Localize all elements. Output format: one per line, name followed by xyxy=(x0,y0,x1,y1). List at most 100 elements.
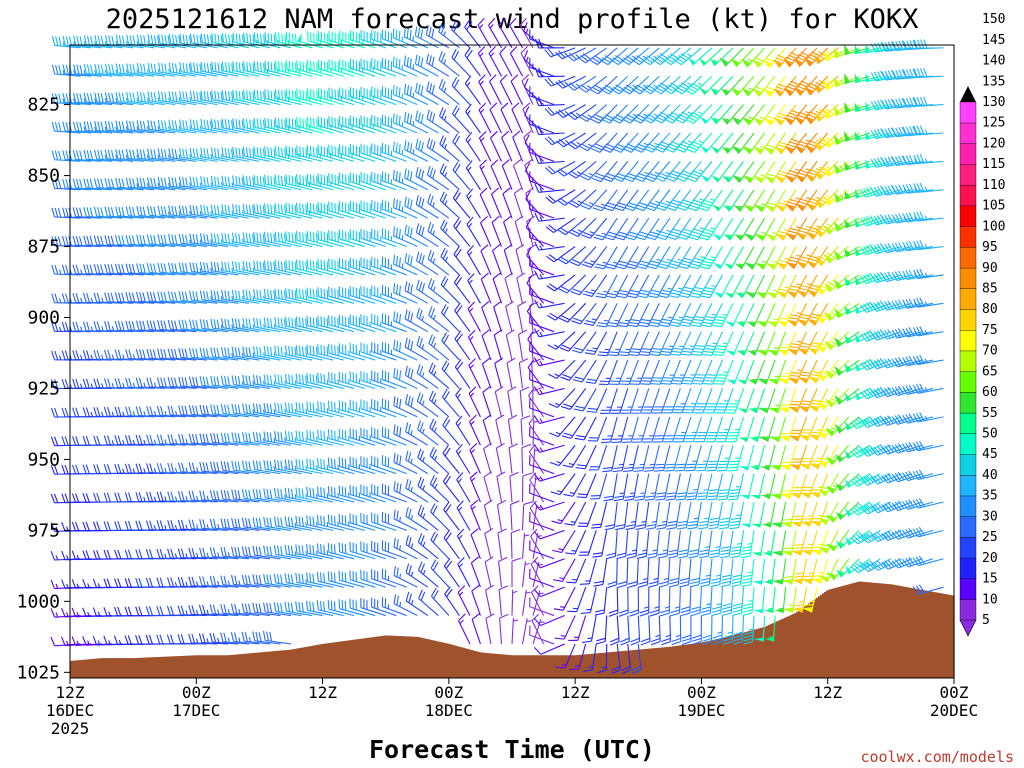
wind-barb xyxy=(156,434,186,446)
terrain-column xyxy=(868,582,871,678)
wind-barb xyxy=(188,605,218,617)
wind-barb xyxy=(231,289,260,304)
wind-barb xyxy=(263,402,292,418)
terrain-column xyxy=(246,653,249,678)
terrain-column xyxy=(456,646,459,678)
terrain-column xyxy=(408,636,411,678)
terrain-column xyxy=(458,646,461,678)
wind-barb xyxy=(284,601,313,617)
wind-barb xyxy=(371,200,397,219)
terrain-column xyxy=(916,589,919,678)
wind-barb xyxy=(178,290,207,304)
wind-barb xyxy=(295,316,323,333)
terrain-column xyxy=(490,653,493,678)
wind-barb xyxy=(568,615,587,641)
wind-barb xyxy=(700,132,723,154)
colorbar-swatch xyxy=(959,309,977,331)
wind-barb xyxy=(627,558,639,588)
wind-barb xyxy=(156,377,186,390)
wind-barb xyxy=(306,259,334,276)
terrain-column xyxy=(894,585,897,678)
wind-barb xyxy=(438,79,460,106)
wind-barb xyxy=(404,394,429,418)
colorbar-swatch xyxy=(959,122,977,144)
terrain-column xyxy=(914,588,917,678)
terrain-column xyxy=(244,653,247,678)
wind-barb xyxy=(417,420,439,446)
colorbar-swatch xyxy=(959,246,977,269)
wind-barb xyxy=(349,342,376,361)
terrain-column xyxy=(94,658,97,678)
wind-barb xyxy=(506,357,516,389)
wind-barb xyxy=(295,572,323,588)
terrain-column xyxy=(468,649,471,678)
wind-barb xyxy=(200,90,228,106)
wind-barb xyxy=(253,203,281,219)
terrain-column xyxy=(432,640,435,678)
wind-barb xyxy=(806,246,829,269)
terrain-column xyxy=(170,656,173,678)
wind-barb xyxy=(253,232,281,248)
terrain-column xyxy=(360,638,363,678)
wind-barb xyxy=(252,431,281,446)
terrain-column xyxy=(638,649,641,678)
terrain-column xyxy=(660,647,663,678)
terrain-column xyxy=(330,642,333,678)
terrain-column xyxy=(488,653,491,678)
terrain-column xyxy=(872,582,875,678)
wind-barb xyxy=(526,303,545,333)
wind-barb xyxy=(601,132,629,153)
wind-barb xyxy=(670,587,681,617)
wind-barb xyxy=(444,586,460,616)
wind-barb xyxy=(104,206,134,219)
colorbar-tick-label: 90 xyxy=(982,261,998,276)
colorbar-tick-label: 80 xyxy=(982,302,998,317)
wind-barb xyxy=(671,615,682,646)
terrain-column xyxy=(168,656,171,678)
wind-barb xyxy=(199,261,228,276)
terrain-column xyxy=(498,654,501,678)
wind-barb xyxy=(665,473,681,501)
wind-barb xyxy=(692,359,713,385)
wind-barb xyxy=(804,75,829,96)
terrain-column xyxy=(826,590,829,678)
terrain-column xyxy=(798,610,801,678)
wind-barb xyxy=(534,183,565,193)
terrain-column xyxy=(260,652,263,678)
wind-barb xyxy=(317,144,344,162)
wind-barb xyxy=(453,274,471,304)
wind-barb xyxy=(489,102,502,134)
wind-barb xyxy=(198,576,228,588)
wind-barb xyxy=(589,75,618,95)
terrain-column xyxy=(762,627,765,678)
terrain-column xyxy=(726,636,729,678)
colorbar-tick-label: 60 xyxy=(982,385,998,400)
terrain-column xyxy=(386,635,389,678)
terrain-column xyxy=(672,646,675,678)
terrain-column xyxy=(316,644,319,678)
terrain-column xyxy=(560,655,563,678)
wind-barb xyxy=(157,148,186,162)
wind-barb xyxy=(125,263,155,276)
terrain-column xyxy=(348,640,351,678)
terrain-column xyxy=(946,594,949,678)
wind-barb xyxy=(693,388,713,414)
wind-barb xyxy=(231,261,260,276)
terrain-column xyxy=(324,643,327,678)
terrain-column xyxy=(134,658,137,678)
wind-barb xyxy=(253,146,281,162)
terrain-column xyxy=(858,581,861,678)
colorbar-swatch xyxy=(959,536,977,559)
wind-barb xyxy=(592,530,608,558)
terrain-column xyxy=(130,658,133,678)
wind-barb xyxy=(220,461,249,475)
terrain-column xyxy=(438,641,441,678)
wind-barb xyxy=(295,231,323,248)
terrain-column xyxy=(78,660,81,678)
wind-barb xyxy=(167,262,197,276)
terrain-column xyxy=(528,655,531,678)
wind-barb xyxy=(158,34,186,49)
terrain-column xyxy=(118,658,121,678)
terrain-column xyxy=(710,640,713,678)
terrain-column xyxy=(634,649,637,678)
